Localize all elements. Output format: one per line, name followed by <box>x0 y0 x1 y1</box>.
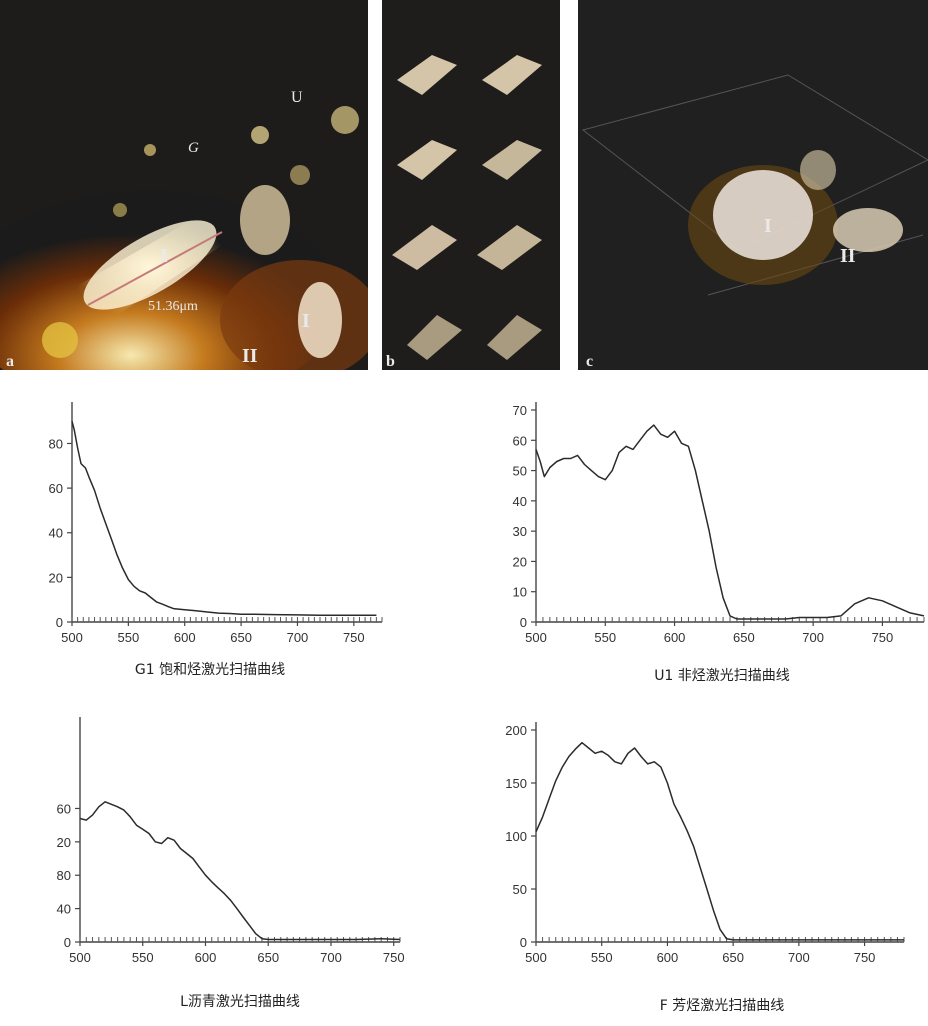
x-tick-label: 750 <box>872 630 894 645</box>
x-tick-label: 500 <box>61 630 83 645</box>
x-tick-label: 650 <box>257 950 279 965</box>
x-tick-label: 600 <box>657 950 679 965</box>
y-tick-label: 200 <box>505 723 527 738</box>
label-u: U <box>291 89 303 106</box>
x-tick-label: 750 <box>854 950 876 965</box>
micrograph-a-image: U G I I II 51.36μm a <box>0 0 368 370</box>
x-tick-label: 650 <box>230 630 252 645</box>
series-line <box>535 741 904 941</box>
y-tick-label: 150 <box>505 776 527 791</box>
micrograph-b-image: b <box>382 0 560 370</box>
y-tick-label: 60 <box>513 433 527 448</box>
chart-u1: 0 10 20 30 40 50 60 70 500 550 600 650 700 750 U1 非烃激光… <box>464 390 928 716</box>
y-tick-label: 40 <box>57 902 71 917</box>
chart-caption: U1 非烃激光扫描曲线 <box>654 667 790 684</box>
series-line <box>71 421 377 617</box>
y-tick-label: 20 <box>513 554 527 569</box>
x-tick-label: 650 <box>722 950 744 965</box>
panel-label-b: b <box>386 353 395 370</box>
x-tick-label: 600 <box>664 630 686 645</box>
micrograph-c: I II c <box>578 0 928 370</box>
chart-l-plot: 0 40 80 20 60 500 550 600 650 700 750 L沥青激光扫描曲线 <box>57 717 405 1010</box>
y-tick-label: 0 <box>520 935 527 950</box>
x-tick-label: 550 <box>594 630 616 645</box>
y-tick-label: 20 <box>57 835 71 850</box>
micrograph-c-image: I II c <box>578 0 928 370</box>
scale-arrow <box>87 231 223 306</box>
label-ii: II <box>242 345 258 367</box>
chart-l: 0 40 80 20 60 500 550 600 650 700 750 L沥青激光扫描曲线 <box>10 700 474 1026</box>
y-tick-label: 0 <box>56 615 63 630</box>
chart-caption: G1 饱和烃激光扫描曲线 <box>135 661 285 678</box>
x-tick-label: 500 <box>69 950 91 965</box>
panel-label-c: c <box>586 353 593 370</box>
x-tick-label: 500 <box>525 630 547 645</box>
y-tick-label: 30 <box>513 524 527 539</box>
y-tick-label: 40 <box>513 494 527 509</box>
y-tick-label: 50 <box>513 882 527 897</box>
x-tick-label: 700 <box>287 630 309 645</box>
y-tick-label: 60 <box>49 481 63 496</box>
x-tick-label: 700 <box>788 950 810 965</box>
x-tick-label: 500 <box>525 950 547 965</box>
x-tick-label: 650 <box>733 630 755 645</box>
chart-f: 0 50 100 150 200 500 550 600 650 700 750 F 芳烃激光扫描曲线 <box>464 700 928 1026</box>
chart-g1-plot: 0 20 40 60 80 500 550 600 650 700 750 G1 饱和烃激光扫描曲线 <box>49 402 383 678</box>
chart-f-plot: 0 50 100 150 200 500 550 600 650 700 750 F 芳烃激光扫描曲线 <box>505 722 905 1014</box>
chart-g1: 0 20 40 60 80 500 550 600 650 700 750 G1 饱和烃激光扫描曲线 <box>10 390 474 716</box>
x-tick-label: 550 <box>118 630 140 645</box>
label-g: G <box>188 140 199 156</box>
chart-u1-plot: 0 10 20 30 40 50 60 70 500 550 600 650 700 750 U1 非烃激光… <box>513 402 925 684</box>
series-line <box>535 424 925 620</box>
micrograph-a: U G I I II 51.36μm a <box>0 0 368 370</box>
chart-caption: L沥青激光扫描曲线 <box>180 993 300 1010</box>
x-tick-label: 600 <box>174 630 196 645</box>
label-i-2: I <box>302 310 310 332</box>
scale-text: 51.36μm <box>148 299 198 314</box>
micrograph-b: b <box>382 0 560 370</box>
x-tick-label: 700 <box>802 630 824 645</box>
y-tick-label: 20 <box>49 570 63 585</box>
y-tick-label: 70 <box>513 403 527 418</box>
series-line <box>79 801 401 941</box>
x-tick-label: 750 <box>343 630 365 645</box>
x-tick-label: 700 <box>320 950 342 965</box>
label-c-ii: II <box>840 245 856 267</box>
label-i-1: I <box>160 245 168 267</box>
y-tick-label: 80 <box>57 868 71 883</box>
label-c-i: I <box>764 215 772 237</box>
y-tick-label: 100 <box>505 829 527 844</box>
y-tick-label: 40 <box>49 526 63 541</box>
x-tick-label: 750 <box>383 950 405 965</box>
chart-caption: F 芳烃激光扫描曲线 <box>660 997 785 1014</box>
y-tick-label: 10 <box>513 585 527 600</box>
y-tick-label: 50 <box>513 464 527 479</box>
y-tick-label: 80 <box>49 436 63 451</box>
y-tick-label: 0 <box>64 935 71 950</box>
x-tick-label: 600 <box>195 950 217 965</box>
x-tick-label: 550 <box>591 950 613 965</box>
y-tick-label: 0 <box>520 615 527 630</box>
x-tick-label: 550 <box>132 950 154 965</box>
panel-label-a: a <box>6 353 14 370</box>
y-tick-label: 60 <box>57 801 71 816</box>
